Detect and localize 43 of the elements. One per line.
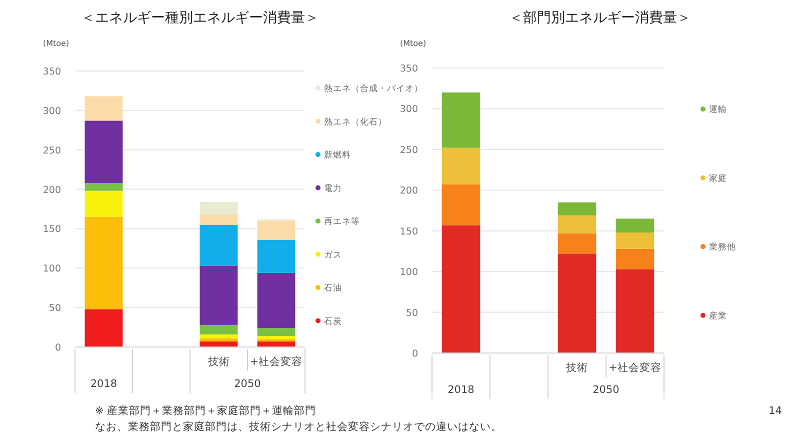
legend-label: 家庭: [709, 172, 727, 184]
y-tick-label: 100: [400, 267, 418, 278]
y-tick-label: 350: [42, 66, 61, 78]
x-tick-label: +社会変容: [250, 355, 303, 368]
text: 2050: [592, 384, 620, 396]
legend-label: 石油: [324, 282, 342, 294]
y-tick-label: 150: [400, 226, 418, 238]
y-axis-title: (Mtoe): [400, 39, 426, 48]
legend-label: 石炭: [324, 316, 342, 327]
legend-label: ガス: [324, 250, 342, 260]
legend-label: 新燃料: [324, 150, 351, 160]
y-tick-label: 150: [42, 224, 61, 236]
text: ※ 産業部門＋業務部門＋家庭部門＋運輸部門: [95, 404, 316, 417]
text: 2018: [448, 384, 474, 396]
text: 2018: [90, 378, 118, 390]
legend-label: 業務他: [709, 242, 736, 253]
x-tick-label: 技術: [206, 356, 230, 368]
y-tick-label: 300: [400, 104, 418, 116]
legend-label: 運輸: [709, 104, 727, 116]
y-tick-label: 50: [406, 308, 418, 319]
y-tick-label: 50: [48, 303, 61, 314]
y-tick-label: 0: [412, 348, 418, 360]
y-tick-label: 100: [42, 264, 61, 275]
legend-label: 熱エネ（合成・バイオ）: [324, 83, 423, 94]
chart-title: ＜部門別エネルギー消費量＞: [509, 10, 691, 26]
text: 2050: [234, 378, 261, 390]
legend-label: 産業: [709, 310, 727, 322]
y-tick-label: 250: [42, 145, 61, 156]
y-tick-label: 350: [400, 64, 418, 74]
text: なお、業務部門と家庭部門は、技術シナリオと社会変容シナリオでの違いはない。: [95, 420, 502, 433]
y-tick-label: 200: [42, 184, 61, 196]
y-tick-label: 300: [42, 106, 61, 117]
legend-label: 熱エネ（化石）: [324, 116, 387, 128]
y-tick-label: 0: [54, 342, 61, 354]
legend-label: 再エネ等: [324, 216, 360, 227]
x-tick-label: 技術: [565, 362, 588, 374]
y-tick-label: 200: [400, 186, 418, 197]
x-tick-label: +社会変容: [608, 361, 662, 374]
y-tick-label: 250: [400, 144, 418, 156]
text: 14: [768, 405, 782, 417]
chart-title: ＜エネルギー種別エネルギー消費量＞: [81, 10, 319, 26]
y-axis-title: (Mtoe): [43, 39, 70, 48]
legend-label: 電力: [324, 182, 342, 194]
